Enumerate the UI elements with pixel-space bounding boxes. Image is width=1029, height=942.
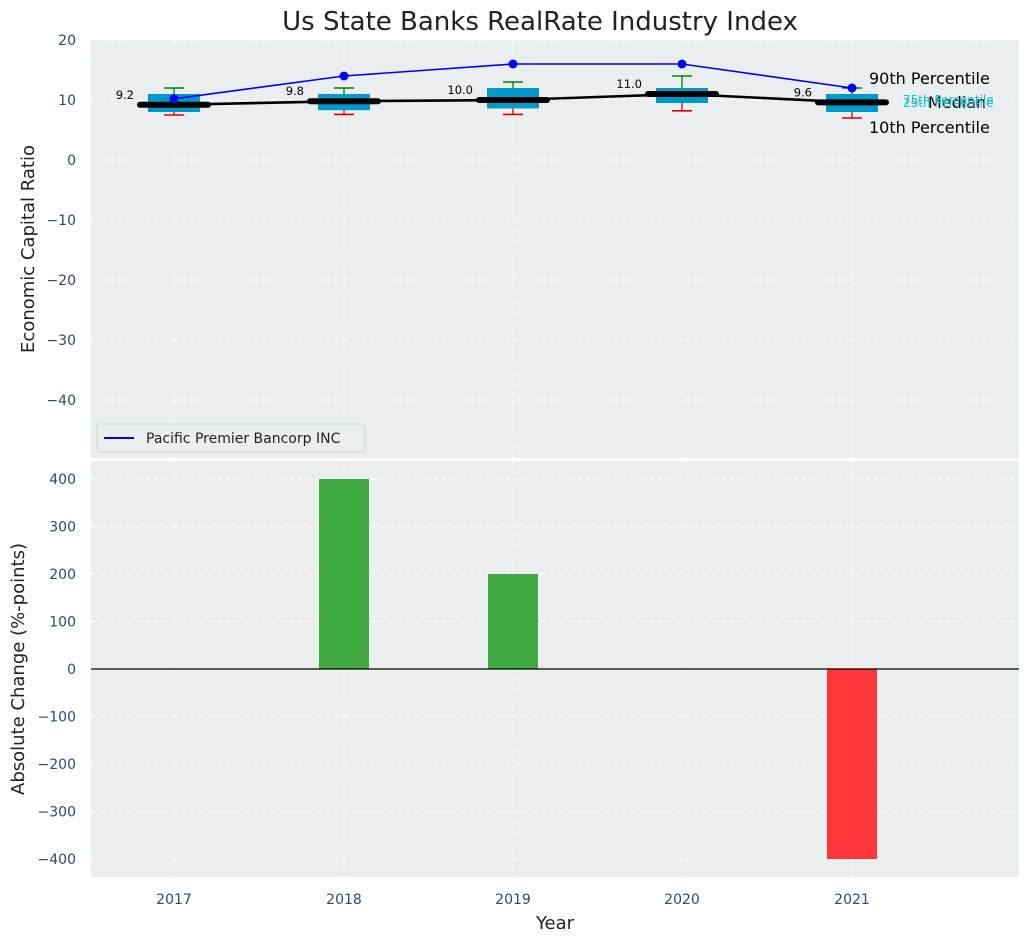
median-series-line [173,92,853,107]
top-y-tick: −10 [46,213,76,229]
p25-annotation: 25th Percentile [903,96,994,110]
bottom-y-tick: −400 [38,852,76,868]
x-tick: 2018 [326,892,362,908]
top-y-tick: 20 [58,33,76,49]
top-y-tick: −30 [46,333,76,349]
p75-annotation: 75th Percentile [903,93,994,107]
change-bars [319,479,877,859]
median-value-label: 9.8 [286,84,304,98]
top-y-tick-labels: 20 10 0 −10 −20 −30 −40 [46,33,76,409]
x-tick: 2017 [156,892,192,908]
median-value-label: 9.6 [794,85,812,99]
median-series [173,92,853,107]
top-y-tick: 0 [67,153,76,169]
bottom-y-tick: 100 [49,615,76,631]
x-tick-labels: 2017 2018 2019 2020 2021 [156,892,870,908]
x-tick: 2020 [664,892,700,908]
top-gridlines [91,39,1019,458]
bottom-y-tick: 200 [49,567,76,583]
company-point [169,94,179,104]
bottom-y-tick-labels: 400 300 200 100 0 −100 −200 −300 −400 [38,472,76,868]
company-point [339,71,349,81]
change-bar [319,479,369,669]
median-value-label: 10.0 [447,83,473,97]
bottom-y-tick: −200 [38,757,76,773]
company-point [677,59,687,69]
company-series [169,59,857,104]
bottom-y-axis-title: Absolute Change (%-points) [8,543,29,795]
bottom-gridlines [91,461,1019,877]
legend-box [96,423,366,453]
x-axis-title: Year [535,913,575,934]
top-y-tick: 10 [58,93,76,109]
bottom-y-tick: 0 [67,662,76,678]
bottom-y-tick: −100 [38,710,76,726]
median-value-labels: 9.2 9.8 10.0 11.0 9.6 [116,77,812,102]
top-y-tick: −40 [46,393,76,409]
x-tick: 2021 [834,892,870,908]
company-point [508,59,518,69]
bottom-y-tick: 400 [49,472,76,488]
x-tick: 2019 [495,892,531,908]
median-annotation: Median [928,93,986,112]
p10-annotation: 10th Percentile [869,118,990,137]
change-bar [488,574,538,669]
bottom-y-tick: −300 [38,805,76,821]
company-point [847,83,857,93]
top-y-tick: −20 [46,273,76,289]
median-value-label: 11.0 [616,77,642,91]
change-bar [827,669,877,859]
chart-title: Us State Banks RealRate Industry Index [282,7,798,37]
bottom-y-tick: 300 [49,520,76,536]
legend: Pacific Premier Bancorp INC [96,423,366,453]
median-value-label: 9.2 [116,88,134,102]
p90-annotation: 90th Percentile [869,69,990,88]
legend-entry-company: Pacific Premier Bancorp INC [146,431,341,447]
top-y-axis-title: Economic Capital Ratio [18,145,39,353]
